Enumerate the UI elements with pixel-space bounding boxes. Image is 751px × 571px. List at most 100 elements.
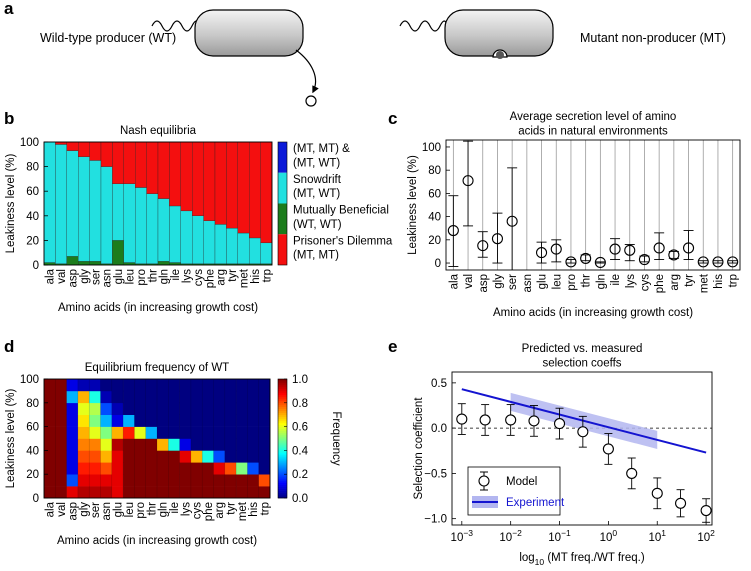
heat-cell bbox=[111, 486, 124, 499]
colorbar-step bbox=[278, 458, 287, 461]
plot-frame bbox=[43, 378, 271, 499]
heat-cell bbox=[202, 414, 214, 427]
y-tick-label: 0.0 bbox=[431, 423, 447, 435]
y-tick-label: 60 bbox=[428, 188, 441, 200]
y-tick-label: 40 bbox=[26, 211, 39, 223]
point bbox=[712, 256, 724, 268]
heat-cell bbox=[213, 379, 226, 392]
x-tick-label: cys bbox=[192, 502, 204, 520]
colorbar-step bbox=[278, 444, 287, 447]
x-tick-label: tyr bbox=[225, 502, 237, 515]
heat-cell bbox=[179, 379, 192, 392]
heat-cell bbox=[111, 390, 124, 404]
heat-cell bbox=[202, 462, 214, 475]
colorbar-step bbox=[278, 452, 287, 455]
colorbar-step bbox=[278, 468, 287, 471]
legend-label: Experiment bbox=[506, 497, 565, 509]
x-axis-label: Amino acids (in increasing growth cost) bbox=[57, 535, 257, 547]
legend-swatch bbox=[278, 172, 287, 204]
heat-cell bbox=[89, 414, 101, 427]
point bbox=[462, 175, 474, 187]
x-tick-label: asn bbox=[102, 269, 114, 288]
bar-segment bbox=[123, 183, 136, 263]
heat-cell bbox=[168, 438, 180, 451]
bar-segment bbox=[78, 141, 90, 157]
colorbar-step bbox=[278, 408, 287, 412]
point bbox=[668, 249, 680, 261]
heat-cell bbox=[168, 474, 180, 487]
x-tick-label: 10−2 bbox=[499, 528, 522, 544]
legend-label: (MT, MT) & (MT, WT) bbox=[293, 143, 350, 169]
colorbar-step bbox=[278, 406, 287, 410]
y-tick-label: 0 bbox=[435, 258, 441, 270]
bar-segment bbox=[237, 141, 250, 234]
heat-cell bbox=[44, 426, 56, 439]
y-tick-label: 20 bbox=[26, 235, 39, 247]
bar-segment bbox=[260, 242, 273, 264]
heat-cell bbox=[66, 379, 79, 392]
heat-cell bbox=[247, 450, 259, 463]
colorbar-step bbox=[278, 454, 287, 457]
point bbox=[491, 233, 504, 245]
plot-frame bbox=[43, 141, 273, 266]
bar-segment bbox=[66, 256, 79, 266]
x-tick-label: ala bbox=[45, 501, 57, 517]
x-tick-label: arg bbox=[669, 274, 681, 291]
y-tick-label: 100 bbox=[20, 137, 39, 149]
heat-cell bbox=[77, 402, 90, 415]
heat-cell bbox=[247, 390, 259, 404]
heat-cell bbox=[145, 414, 158, 427]
bar-segment bbox=[135, 187, 147, 264]
panel-letter: e bbox=[388, 337, 397, 356]
legend-swatch bbox=[278, 142, 287, 173]
x-tick-label: pro bbox=[566, 274, 578, 291]
heat-cell bbox=[190, 438, 203, 451]
bar-segment bbox=[89, 141, 102, 161]
heat-cell bbox=[168, 414, 180, 427]
colorbar-step bbox=[278, 396, 287, 400]
legend-frame bbox=[277, 141, 288, 266]
bar-segment bbox=[180, 141, 193, 212]
x-tick-label: gly bbox=[492, 274, 504, 289]
bar-segment bbox=[203, 141, 216, 221]
heat-cell bbox=[236, 462, 248, 475]
heat-cell bbox=[258, 402, 271, 415]
heat-cell bbox=[134, 379, 146, 392]
heat-cell bbox=[44, 390, 56, 404]
heat-cell bbox=[89, 474, 101, 487]
colorbar-step bbox=[278, 450, 287, 453]
heat-cell bbox=[236, 379, 248, 392]
y-tick-label: 80 bbox=[428, 165, 441, 177]
heat-cell bbox=[123, 390, 135, 404]
x-tick-label: met bbox=[239, 268, 251, 288]
heat-cell bbox=[134, 390, 146, 404]
point bbox=[727, 256, 739, 268]
heat-cell bbox=[145, 450, 158, 463]
heat-cell bbox=[123, 426, 135, 439]
panel-letter: d bbox=[4, 337, 14, 356]
colorbar-step bbox=[278, 488, 287, 491]
heat-cell bbox=[213, 402, 226, 415]
x-tick-label: phe bbox=[654, 274, 666, 293]
bar-segment bbox=[214, 141, 227, 225]
heat-cell bbox=[44, 462, 56, 475]
heat-cell bbox=[179, 402, 192, 415]
x-tick-exponent: 0 bbox=[612, 528, 617, 538]
heat-cell bbox=[258, 426, 271, 439]
heat-cell bbox=[202, 474, 214, 487]
heat-cell bbox=[224, 379, 237, 392]
heat-cell bbox=[157, 379, 169, 392]
y-axis-label: Leakiness level (%) bbox=[407, 155, 419, 255]
bar-segment bbox=[157, 141, 170, 199]
x-tick-base: 10 bbox=[499, 532, 512, 544]
legend-marker bbox=[478, 475, 490, 487]
heat-cell bbox=[134, 414, 146, 427]
point bbox=[626, 467, 638, 479]
x-tick-label: gln bbox=[159, 269, 171, 284]
colorbar-step bbox=[278, 404, 287, 408]
x-tick-label: leu bbox=[125, 269, 137, 284]
x-tick-label: val bbox=[56, 502, 68, 517]
x-tick-label: lys bbox=[180, 502, 192, 516]
x-tick-label: ala bbox=[45, 268, 57, 284]
colorbar-step bbox=[278, 380, 287, 384]
